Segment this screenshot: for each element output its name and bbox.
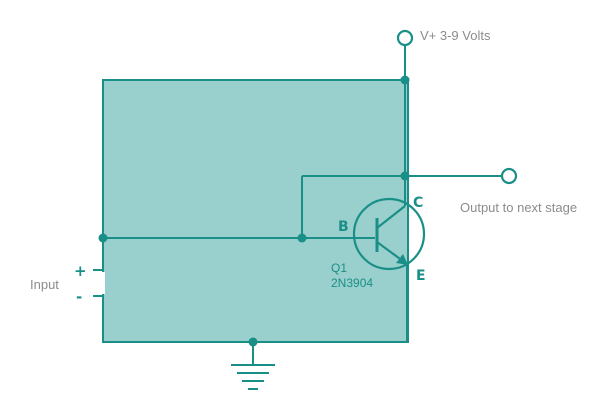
junction-dot-base	[297, 233, 307, 243]
junction-dot-left	[98, 233, 108, 243]
supply-terminal[interactable]	[396, 29, 414, 47]
transistor-body	[352, 197, 426, 271]
ground-symbol	[231, 342, 275, 390]
transistor-part-number: 2N3904	[331, 276, 373, 290]
npn-transistor	[352, 176, 426, 342]
supply-label: V+ 3-9 Volts	[420, 28, 491, 43]
pin-label-base: B	[338, 219, 349, 235]
input-terminal[interactable]	[93, 269, 103, 297]
input-label: Input	[30, 277, 59, 292]
input-plus-sign: +	[74, 262, 87, 280]
junction-dot-supply	[400, 75, 410, 85]
output-label: Output to next stage	[460, 200, 577, 215]
input-minus-sign: -	[76, 288, 82, 306]
emitter-arrow-icon	[396, 254, 408, 265]
output-terminal[interactable]	[500, 167, 518, 185]
input-gap	[101, 272, 105, 294]
pin-label-collector: C	[413, 195, 423, 211]
pin-label-emitter: E	[416, 268, 426, 284]
transistor-collector-lead	[376, 205, 406, 229]
circuit-block	[102, 79, 409, 343]
transistor-ref: Q1	[331, 261, 347, 275]
